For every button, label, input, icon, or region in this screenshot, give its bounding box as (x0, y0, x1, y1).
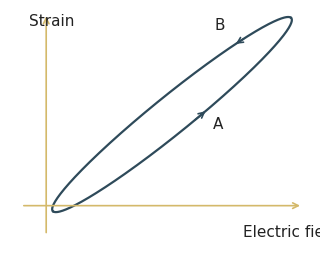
Text: B: B (215, 18, 225, 33)
Text: A: A (213, 118, 223, 133)
Text: Electric field: Electric field (243, 226, 320, 241)
Text: Strain: Strain (28, 13, 74, 28)
